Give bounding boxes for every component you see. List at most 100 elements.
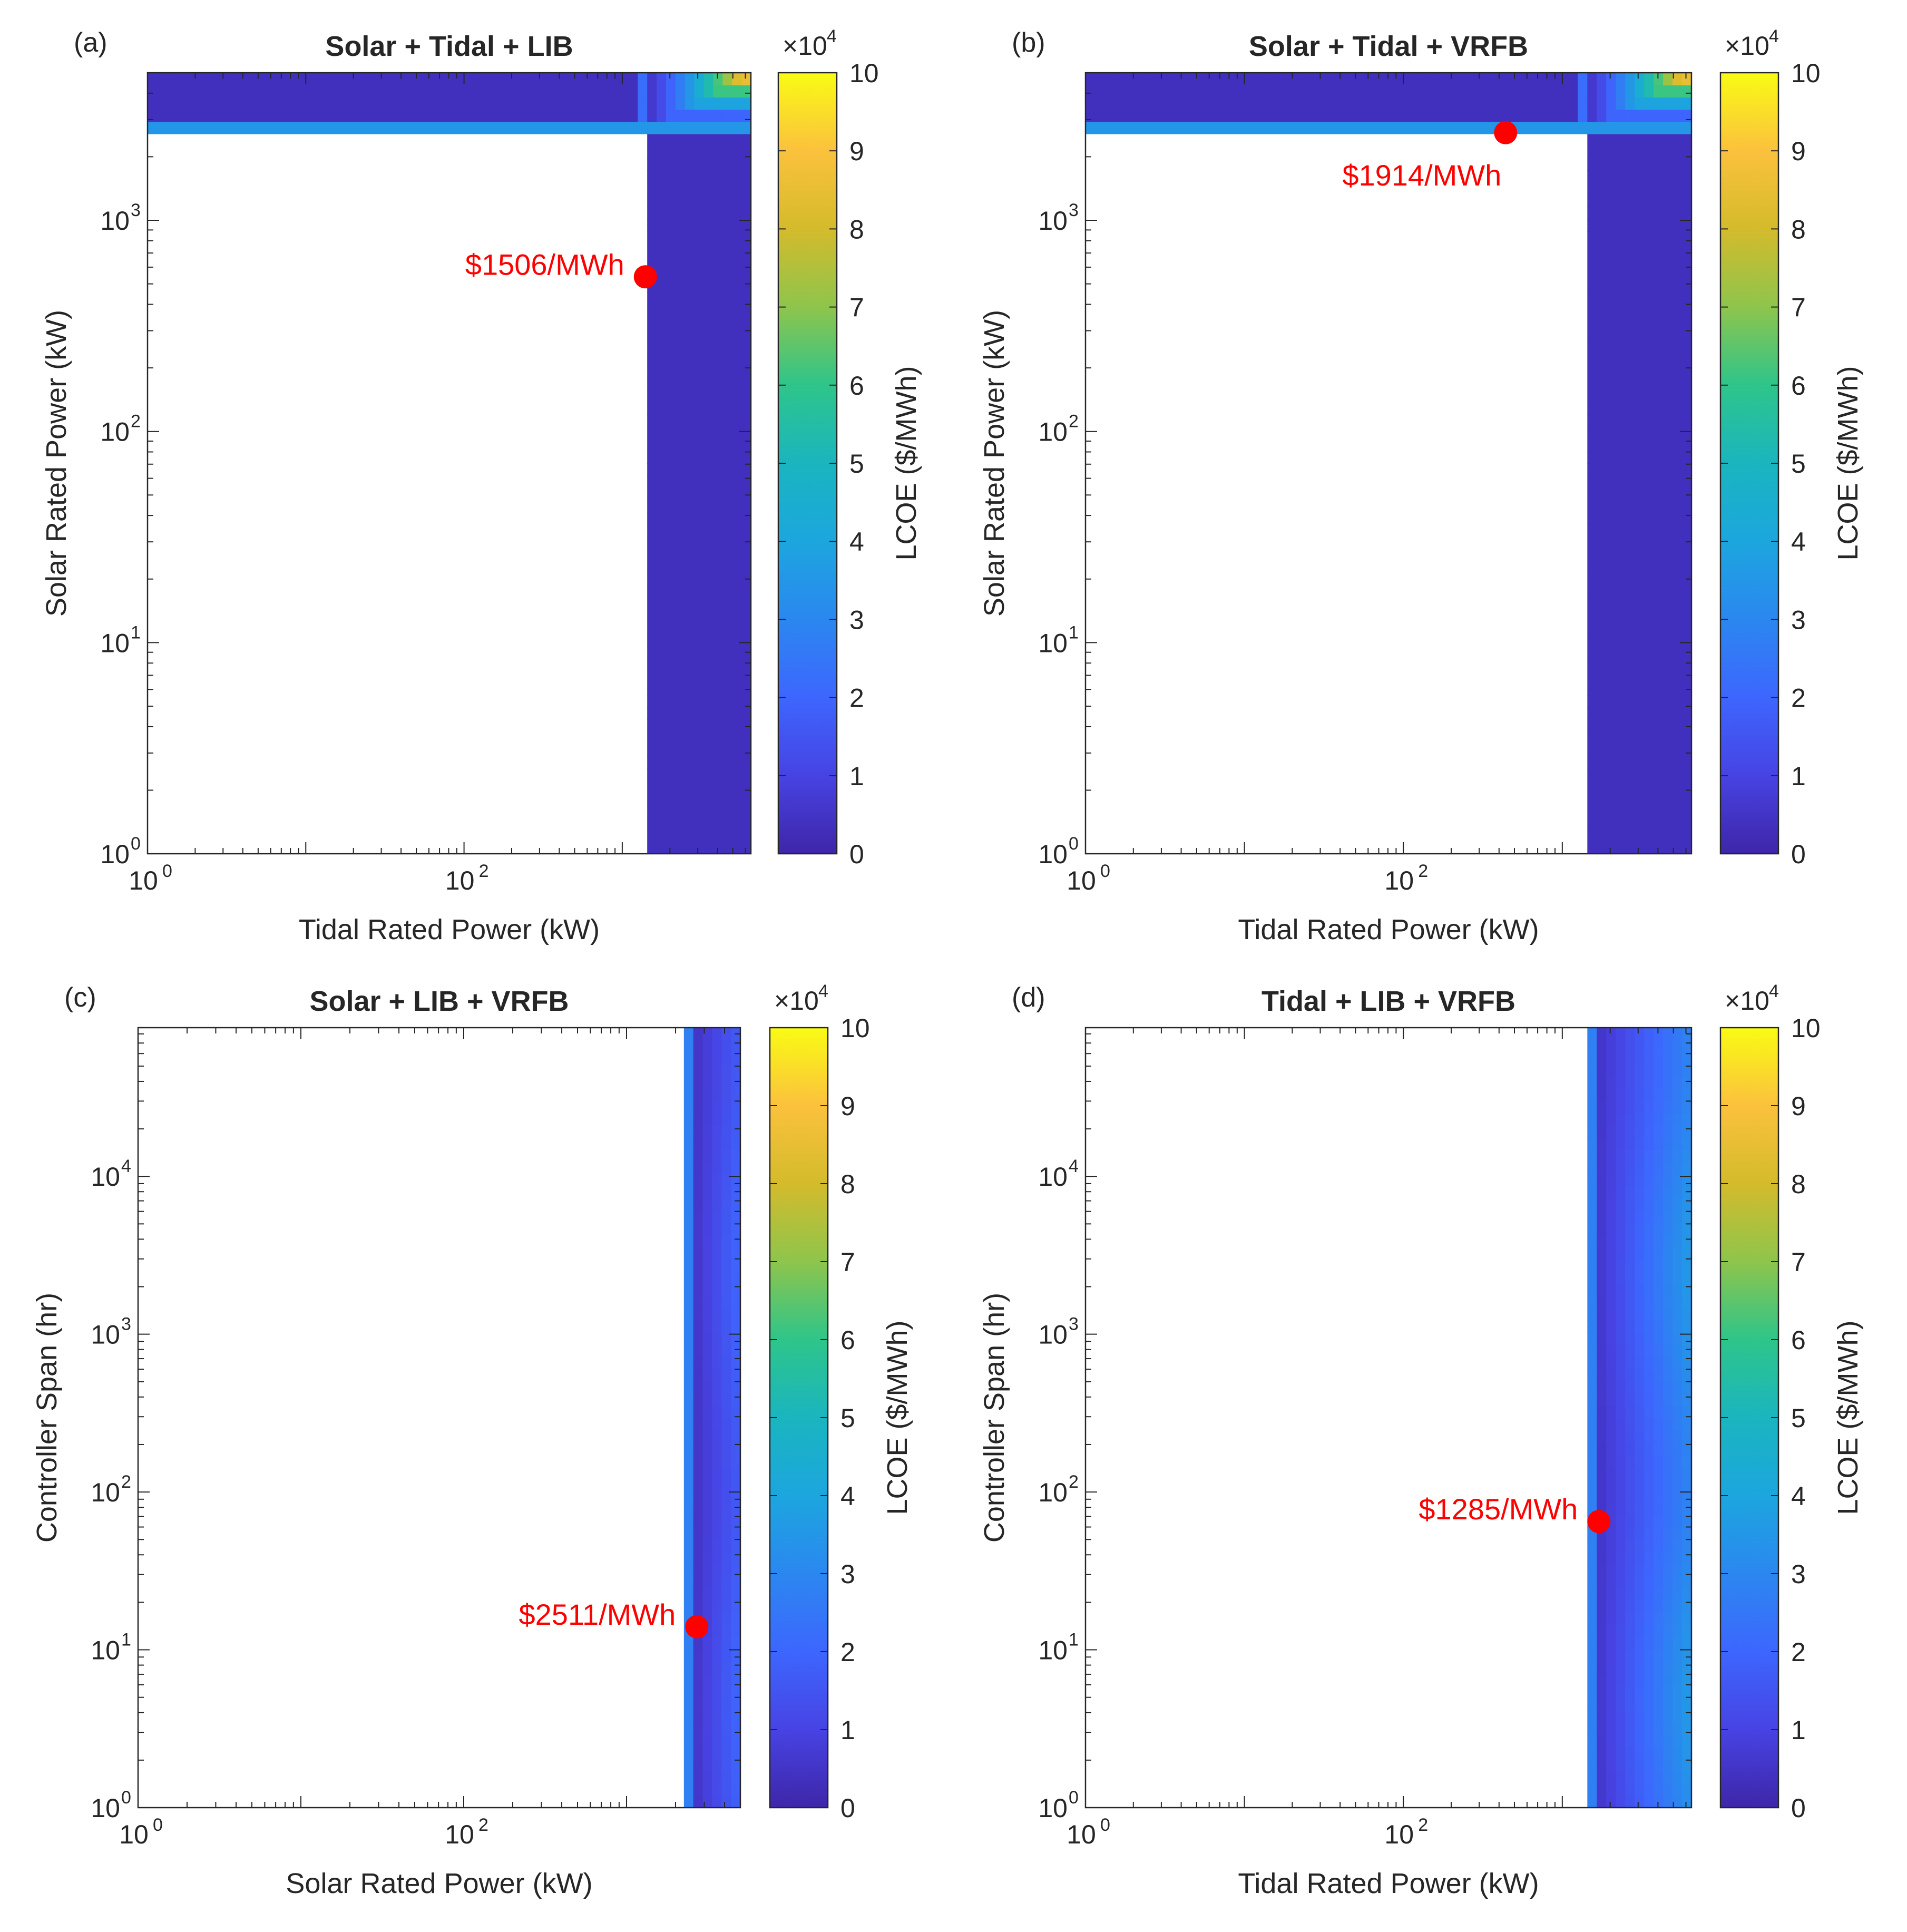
- heatmap-cell: [683, 1344, 694, 1358]
- heatmap-cell: [1625, 1198, 1635, 1211]
- heatmap-cell: [1597, 268, 1607, 281]
- heatmap-cell: [1673, 780, 1683, 794]
- heatmap-cell: [487, 121, 497, 134]
- heatmap-cell: [713, 97, 723, 110]
- heatmap-cell: [1606, 1186, 1617, 1199]
- heatmap-cell: [1616, 1210, 1626, 1223]
- y-tick-label: 10: [91, 1636, 120, 1665]
- heatmap-cell: [1663, 1490, 1673, 1504]
- heatmap-cell: [1597, 1637, 1607, 1650]
- heatmap-cell: [1673, 1247, 1683, 1260]
- heatmap-cell: [1644, 1332, 1654, 1345]
- heatmap-cell: [647, 414, 657, 427]
- heatmap-cell: [1587, 646, 1598, 659]
- heatmap-cell: [1597, 1466, 1607, 1479]
- heatmap-cell: [1606, 585, 1617, 598]
- colorbar-tick-label: 6: [1791, 371, 1806, 401]
- heatmap-cell: [1606, 1405, 1617, 1418]
- heatmap-cell: [1445, 97, 1455, 110]
- heatmap-cell: [1654, 817, 1664, 830]
- heatmap-cell: [1682, 73, 1692, 85]
- heatmap-cell: [1663, 1052, 1673, 1065]
- heatmap-cell: [675, 487, 686, 501]
- heatmap-cell: [298, 109, 308, 122]
- heatmap-cell: [1682, 622, 1692, 635]
- heatmap-cell: [722, 365, 733, 378]
- heatmap-cell: [1492, 97, 1503, 110]
- heatmap-cell: [713, 341, 723, 354]
- heatmap-cell: [1597, 561, 1607, 574]
- heatmap-cell: [1625, 1137, 1635, 1150]
- heatmap-cell: [1549, 73, 1560, 85]
- heatmap-cell: [702, 1028, 713, 1040]
- heatmap-cell: [712, 1357, 722, 1370]
- heatmap-cell: [1635, 658, 1645, 671]
- heatmap-cell: [712, 1613, 722, 1625]
- heatmap-cell: [713, 402, 723, 415]
- heatmap-cell: [1597, 121, 1607, 134]
- heatmap-cell: [684, 768, 695, 781]
- y-tick-exponent: 2: [131, 412, 141, 432]
- heatmap-cell: [1597, 231, 1607, 244]
- heatmap-cell: [666, 182, 676, 196]
- heatmap-cell: [702, 1357, 713, 1370]
- heatmap-cell: [657, 719, 667, 733]
- heatmap-cell: [1682, 1673, 1692, 1686]
- heatmap-cell: [702, 1125, 713, 1138]
- heatmap-cell: [1663, 609, 1673, 622]
- heatmap-cell: [693, 1295, 703, 1309]
- heatmap-cell: [1625, 585, 1635, 598]
- heatmap-cell: [703, 500, 714, 513]
- heatmap-cell: [420, 97, 431, 110]
- heatmap-cell: [693, 1076, 703, 1089]
- heatmap-cell: [1625, 145, 1635, 159]
- heatmap-cell: [1682, 97, 1692, 110]
- heatmap-cell: [1597, 1722, 1607, 1735]
- heatmap-cell: [647, 390, 657, 403]
- heatmap-cell: [1606, 1344, 1617, 1358]
- heatmap-cell: [693, 1100, 703, 1114]
- heatmap-cell: [1673, 329, 1683, 342]
- heatmap-cell: [657, 793, 667, 806]
- heatmap-cell: [657, 341, 667, 354]
- heatmap-cell: [683, 1588, 694, 1601]
- heatmap-cell: [1654, 622, 1664, 635]
- heatmap-cell: [675, 170, 686, 183]
- heatmap-cell: [1151, 97, 1162, 110]
- heatmap-cell: [298, 85, 308, 98]
- heatmap-cell: [1682, 256, 1692, 269]
- heatmap-cell: [693, 1052, 703, 1065]
- heatmap-cell: [647, 317, 657, 330]
- heatmap-cell: [1587, 1040, 1598, 1053]
- heatmap-cell: [732, 329, 742, 342]
- heatmap-cell: [1682, 231, 1692, 244]
- heatmap-cell: [1654, 561, 1664, 574]
- heatmap-cell: [1682, 194, 1692, 208]
- heatmap-cell: [1616, 1307, 1626, 1321]
- heatmap-cell: [713, 805, 723, 818]
- heatmap-cell: [1161, 85, 1171, 98]
- heatmap-cell: [684, 231, 695, 244]
- heatmap-cell: [1654, 1418, 1664, 1430]
- heatmap-cell: [1635, 793, 1645, 806]
- heatmap-cell: [1616, 1028, 1626, 1040]
- heatmap-cell: [1616, 1430, 1626, 1443]
- heatmap-cell: [666, 109, 676, 122]
- heatmap-cell: [1682, 1405, 1692, 1418]
- heatmap-cell: [1597, 719, 1607, 733]
- heatmap-cell: [1673, 463, 1683, 476]
- heatmap-cell: [1682, 1454, 1692, 1467]
- heatmap-cell: [1597, 1100, 1607, 1114]
- heatmap-cell: [741, 85, 751, 98]
- heatmap-cell: [1673, 1685, 1683, 1699]
- heatmap-cell: [683, 1332, 694, 1345]
- heatmap-cell: [666, 426, 676, 440]
- heatmap-cell: [1616, 463, 1626, 476]
- heatmap-cell: [731, 1137, 741, 1150]
- heatmap-cell: [694, 817, 705, 830]
- heatmap-cell: [1635, 1649, 1645, 1662]
- heatmap-cell: [1682, 1600, 1692, 1613]
- heatmap-cell: [675, 695, 686, 708]
- heatmap-cell: [683, 1076, 694, 1089]
